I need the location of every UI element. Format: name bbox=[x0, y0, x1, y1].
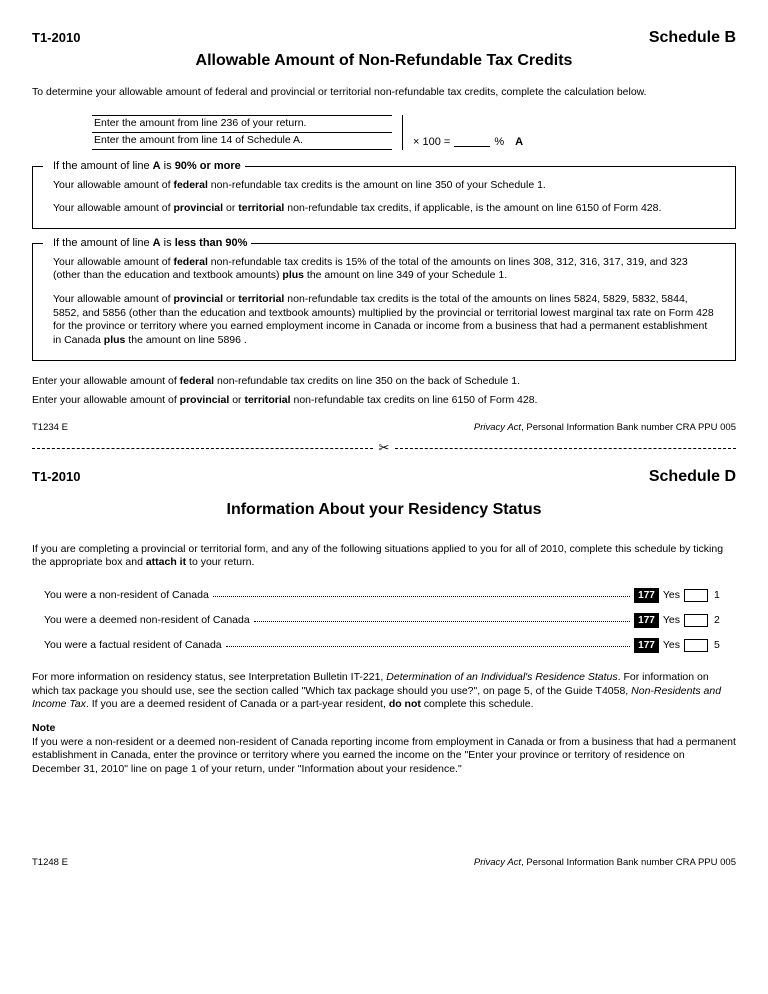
box-90-or-more: If the amount of line A is 90% or more Y… bbox=[32, 166, 736, 229]
row1-yes: Yes bbox=[663, 589, 680, 603]
row2-checkbox[interactable] bbox=[684, 614, 708, 627]
residency-row-1: You were a non-resident of Canada 177 Ye… bbox=[44, 588, 724, 603]
calc-line-1: Enter the amount from line 236 of your r… bbox=[92, 115, 392, 133]
note-body: If you were a non-resident or a deemed n… bbox=[32, 736, 736, 777]
boxless-p2: Your allowable amount of provincial or t… bbox=[53, 293, 715, 348]
form-code-b: T1-2010 bbox=[32, 30, 80, 47]
row2-num: 2 bbox=[714, 614, 724, 628]
row2-label: You were a deemed non-resident of Canada bbox=[44, 614, 250, 628]
title-schedule-b: Allowable Amount of Non-Refundable Tax C… bbox=[32, 51, 736, 72]
schedule-b-label: Schedule B bbox=[649, 28, 736, 49]
footer-code-d: T1248 E bbox=[32, 857, 68, 869]
calc-block: Enter the amount from line 236 of your r… bbox=[92, 115, 736, 149]
scissors-icon: ✂ bbox=[373, 440, 396, 457]
footer-code-b: T1234 E bbox=[32, 422, 68, 434]
header-schedule-d: T1-2010 Schedule D bbox=[32, 467, 736, 488]
calc-divider bbox=[402, 115, 403, 149]
after-note-1: Enter your allowable amount of federal n… bbox=[32, 375, 736, 389]
calc-pct: % bbox=[494, 135, 504, 149]
box90-p2: Your allowable amount of provincial or t… bbox=[53, 202, 715, 216]
schedule-d-label: Schedule D bbox=[649, 467, 736, 488]
row3-label: You were a factual resident of Canada bbox=[44, 639, 222, 653]
calc-line-2: Enter the amount from line 14 of Schedul… bbox=[92, 133, 392, 150]
calc-letter: A bbox=[515, 135, 523, 149]
row1-num: 1 bbox=[714, 589, 724, 603]
after-note-2: Enter your allowable amount of provincia… bbox=[32, 394, 736, 408]
row1-code: 177 bbox=[634, 588, 659, 603]
row3-num: 5 bbox=[714, 639, 724, 653]
header-schedule-b: T1-2010 Schedule B bbox=[32, 28, 736, 49]
title-schedule-d: Information About your Residency Status bbox=[32, 500, 736, 521]
note-heading: Note bbox=[32, 722, 736, 736]
residency-row-2: You were a deemed non-resident of Canada… bbox=[44, 613, 724, 628]
dots bbox=[254, 616, 630, 622]
row1-checkbox[interactable] bbox=[684, 589, 708, 602]
row2-yes: Yes bbox=[663, 614, 680, 628]
row1-label: You were a non-resident of Canada bbox=[44, 589, 209, 603]
calc-blank-input[interactable] bbox=[454, 137, 490, 147]
footer-b: T1234 E Privacy Act, Personal Informatio… bbox=[32, 422, 736, 434]
box90-p1: Your allowable amount of federal non-ref… bbox=[53, 179, 715, 193]
cut-line: ✂ bbox=[32, 440, 736, 457]
info-d: For more information on residency status… bbox=[32, 671, 736, 712]
dots bbox=[226, 641, 631, 647]
row3-yes: Yes bbox=[663, 639, 680, 653]
legend-less: If the amount of line A is less than 90% bbox=[43, 236, 251, 250]
dots bbox=[213, 591, 630, 597]
form-code-d: T1-2010 bbox=[32, 469, 80, 486]
calc-mult: × 100 = bbox=[413, 135, 450, 149]
row2-code: 177 bbox=[634, 613, 659, 628]
intro-d: If you are completing a provincial or te… bbox=[32, 543, 736, 570]
intro-b: To determine your allowable amount of fe… bbox=[32, 86, 736, 100]
footer-d: T1248 E Privacy Act, Personal Informatio… bbox=[32, 857, 736, 869]
box-less-than-90: If the amount of line A is less than 90%… bbox=[32, 243, 736, 361]
legend-90: If the amount of line A is 90% or more bbox=[43, 159, 245, 173]
row3-code: 177 bbox=[634, 638, 659, 653]
residency-row-3: You were a factual resident of Canada 17… bbox=[44, 638, 724, 653]
privacy-d: Privacy Act, Personal Information Bank n… bbox=[474, 857, 736, 869]
row3-checkbox[interactable] bbox=[684, 639, 708, 652]
privacy-b: Privacy Act, Personal Information Bank n… bbox=[474, 422, 736, 434]
boxless-p1: Your allowable amount of federal non-ref… bbox=[53, 256, 715, 283]
